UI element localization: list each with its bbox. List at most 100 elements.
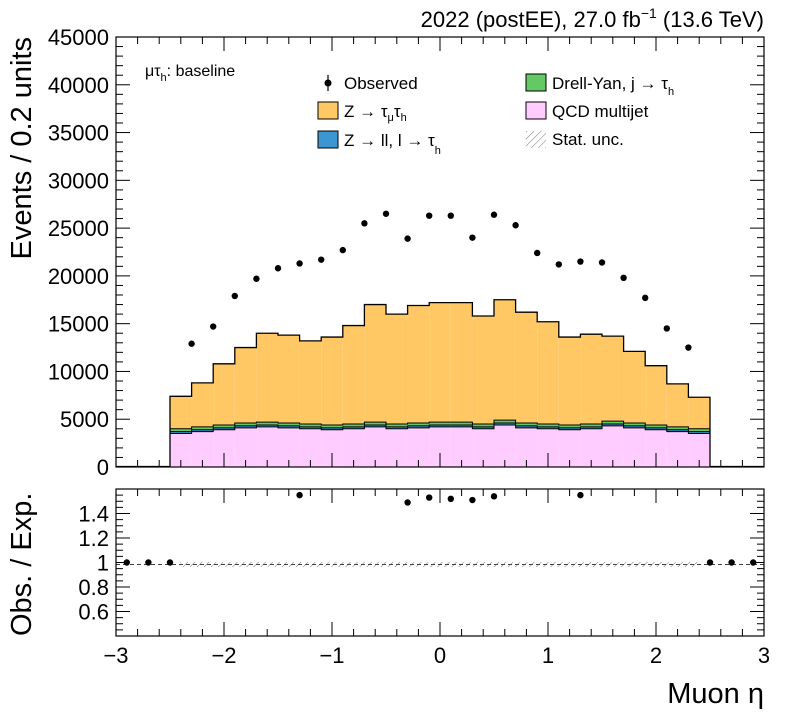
stack-outline <box>169 419 711 467</box>
legend-item-observed: Observed <box>324 74 418 93</box>
legend-item-stat: Stat. unc. <box>526 130 624 149</box>
legend-item-qcd: QCD multijet <box>525 101 649 121</box>
bar-segment <box>623 427 646 467</box>
bar-segment <box>278 425 300 428</box>
ratio-point <box>577 491 584 499</box>
bar-segment <box>494 424 516 467</box>
legend-swatch-zll <box>317 130 339 149</box>
bar-segment <box>170 396 192 429</box>
observed-point <box>555 261 562 268</box>
ratio-y-tick-label: 0.6 <box>78 600 109 625</box>
bar-segment <box>386 428 408 467</box>
x-tick-label: 2 <box>650 643 662 668</box>
stack-outline <box>169 422 711 467</box>
bar-segment <box>688 431 710 434</box>
bar-segment <box>515 427 538 467</box>
bar-segment <box>450 424 473 427</box>
bar-segment <box>515 312 538 424</box>
bar-segment <box>688 397 710 429</box>
bar-segment <box>191 431 214 467</box>
bar-segment <box>256 422 278 425</box>
ratio-x-ticks: −3 −2 −1 0 1 2 3 <box>103 489 770 668</box>
x-tick-label: −2 <box>211 643 236 668</box>
bar-segment <box>386 426 408 429</box>
observed-point <box>382 210 390 217</box>
x-tick-label: −3 <box>103 643 128 668</box>
legend-label-qcd: QCD multijet <box>552 102 649 121</box>
bar-segment <box>364 422 386 425</box>
ratio-point <box>426 494 433 501</box>
bar-segment <box>321 337 343 425</box>
ratio-point <box>447 495 454 502</box>
bar-segment <box>645 365 667 425</box>
ratio-y-tick-label: 1 <box>97 551 109 576</box>
ratio-points <box>123 491 757 566</box>
observed-point <box>534 249 541 257</box>
y-tick-label: 5000 <box>60 407 109 432</box>
main-y-axis-title: Events / 0.2 units <box>6 37 38 259</box>
observed-point <box>318 256 325 263</box>
bar-segment <box>342 424 365 427</box>
bar-segment <box>688 433 710 467</box>
bar-segment <box>213 424 235 428</box>
bar-segment <box>407 423 430 426</box>
observed-point <box>426 212 433 219</box>
bar-segment <box>213 427 235 430</box>
observed-point <box>274 265 282 272</box>
bar-segment <box>278 423 300 426</box>
bar-segment <box>494 420 516 424</box>
bar-segment <box>386 424 408 427</box>
observed-point <box>404 235 411 242</box>
observed-points <box>188 210 692 351</box>
ratio-point <box>145 559 152 566</box>
ratio-y-tick-label: 0.8 <box>78 575 109 600</box>
x-tick-label: 3 <box>758 643 770 668</box>
bar-segment <box>342 325 365 424</box>
legend-item-dy: Drell-Yan, j → τh <box>525 73 674 98</box>
bar-segment <box>234 425 257 428</box>
bar-segment <box>234 427 257 467</box>
observed-point <box>512 222 519 229</box>
legend-label-stat: Stat. unc. <box>552 130 624 149</box>
observed-point <box>577 258 584 265</box>
main-x-ticks <box>115 37 765 467</box>
bar-segment <box>299 428 322 467</box>
bar-segment <box>191 382 214 427</box>
legend-item-zll: Z → ll, l → τh <box>317 130 441 157</box>
bar-segment <box>321 429 343 467</box>
bar-segment <box>429 302 451 423</box>
legend-item-ztt: Z → τμτh <box>317 101 407 124</box>
ratio-point <box>166 559 174 566</box>
bar-segment <box>321 427 343 430</box>
bar-segment <box>602 425 624 467</box>
bar-segment <box>666 383 689 427</box>
bar-segment <box>450 302 473 423</box>
bar-segment <box>450 426 473 467</box>
legend-label-zll: Z → ll, l → τh <box>344 131 441 157</box>
channel-label: μτh: baseline <box>145 63 235 84</box>
bar-segment <box>602 421 624 424</box>
observed-marker-icon <box>324 79 332 87</box>
ratio-panel: 0.60.811.21.4 −3 −2 −1 0 1 2 3 Obs. / Exp. Muo… <box>6 488 770 710</box>
observed-point <box>447 212 454 219</box>
main-panel: 0 5000 10000 15000 20000 25000 30000 35000 40000… <box>6 25 765 480</box>
bar-segment <box>407 425 430 428</box>
bar-segment <box>472 428 494 467</box>
bar-segment <box>580 426 602 429</box>
ratio-y-axis-title: Obs. / Exp. <box>6 493 38 636</box>
legend-swatch-ztt <box>317 101 339 120</box>
observed-point <box>598 259 606 266</box>
bar-segment <box>342 428 365 467</box>
ratio-point <box>469 496 476 504</box>
ratio-point <box>296 491 303 499</box>
bar-segment <box>213 363 235 425</box>
bar-segment <box>299 426 322 429</box>
bar-segment <box>234 423 257 426</box>
observed-point <box>685 344 692 351</box>
ratio-point <box>404 499 411 506</box>
bar-segment <box>429 424 451 427</box>
ratio-y-tick-label: 1.2 <box>78 526 109 551</box>
bar-segment <box>688 428 710 432</box>
bar-segment <box>213 429 235 467</box>
